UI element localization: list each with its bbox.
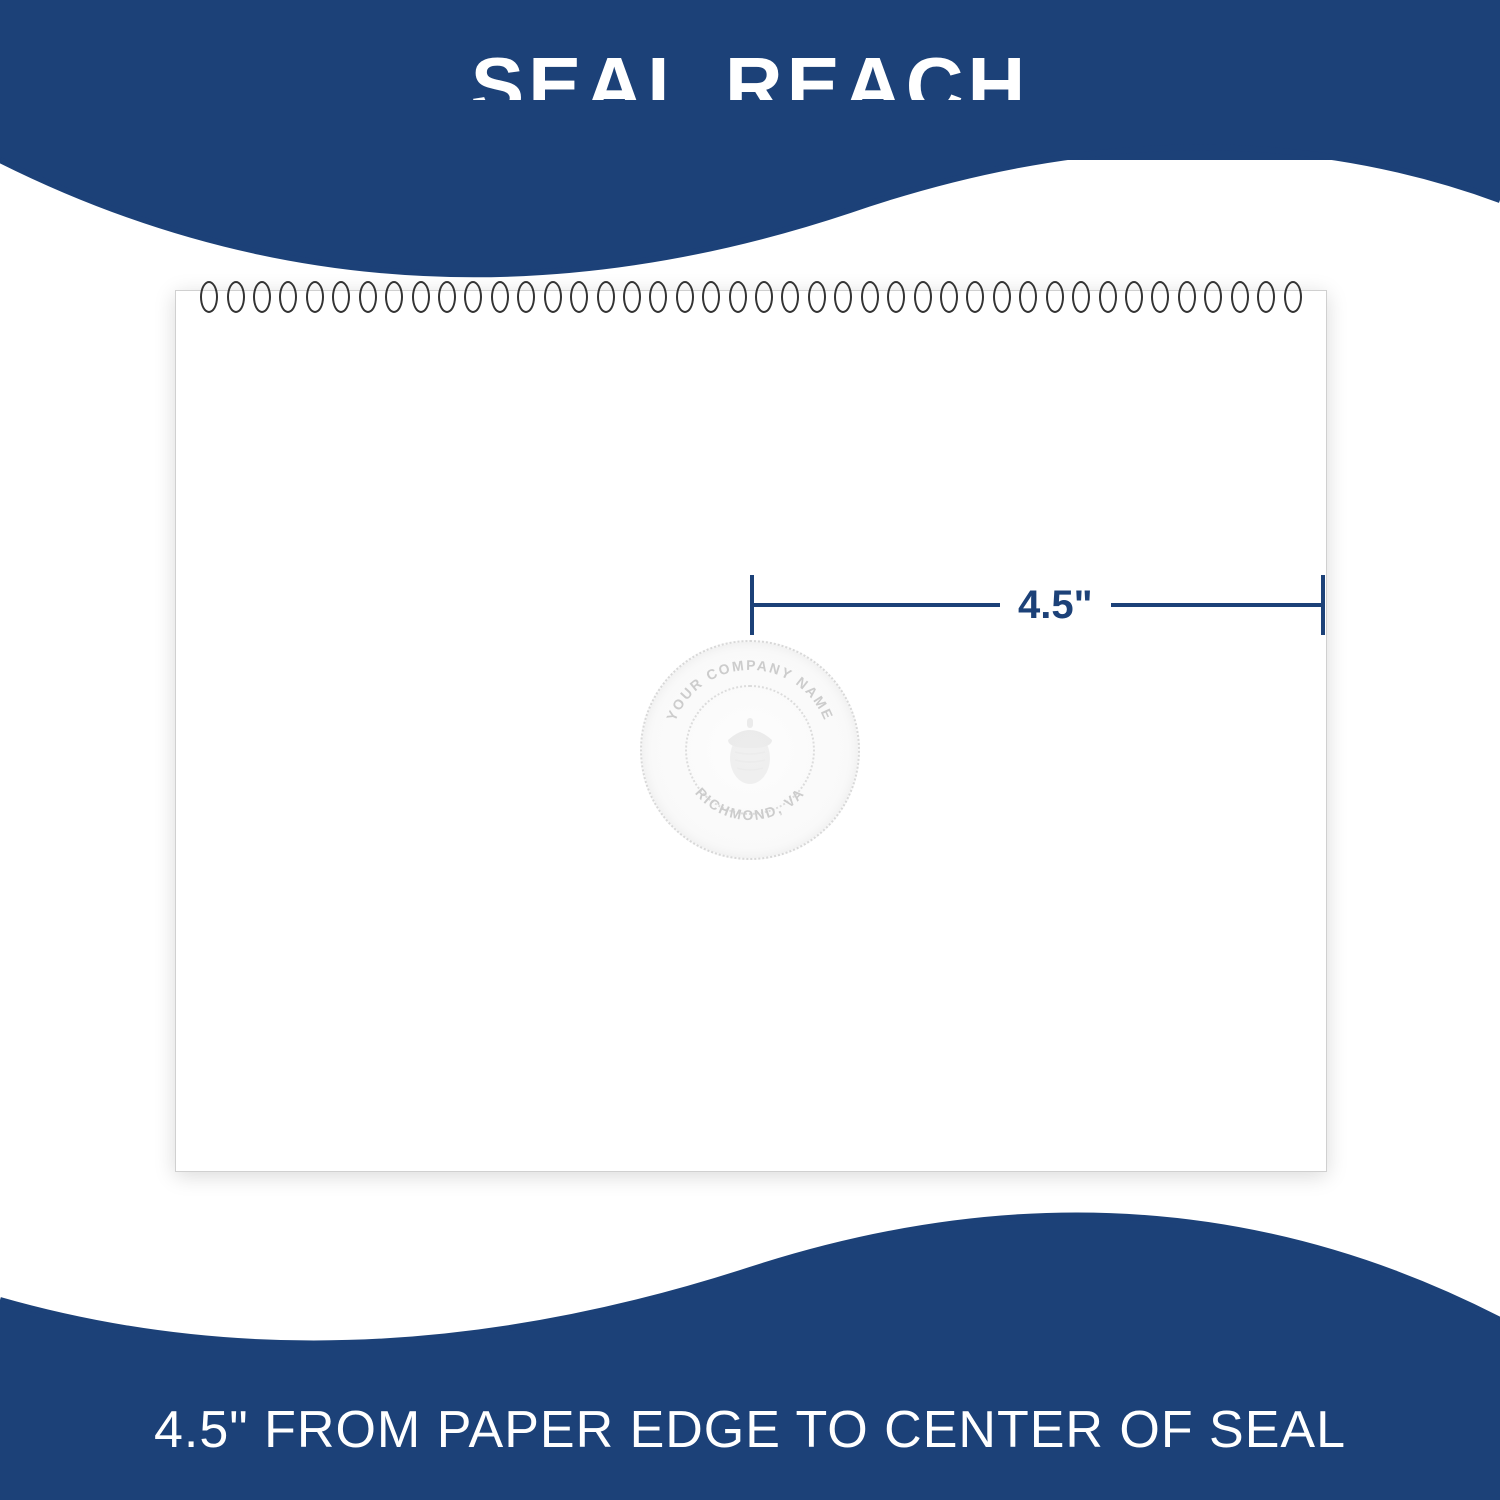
spiral-ring (1257, 281, 1275, 313)
infographic-container: SEAL REACH 4.5" YOUR COMPANY NAME RICHMO… (0, 0, 1500, 1500)
spiral-ring (993, 281, 1011, 313)
spiral-ring (702, 281, 720, 313)
spiral-ring (544, 281, 562, 313)
spiral-ring (966, 281, 984, 313)
spiral-ring (464, 281, 482, 313)
spiral-ring (834, 281, 852, 313)
spiral-ring (227, 281, 245, 313)
spiral-ring (887, 281, 905, 313)
spiral-ring (1099, 281, 1117, 313)
spiral-ring (676, 281, 694, 313)
spiral-ring (940, 281, 958, 313)
spiral-ring (1072, 281, 1090, 313)
header-title: SEAL REACH (471, 40, 1030, 132)
spiral-ring (385, 281, 403, 313)
spiral-ring (729, 281, 747, 313)
measure-tick-right (1321, 575, 1325, 635)
spiral-ring (1019, 281, 1037, 313)
spiral-ring (412, 281, 430, 313)
measure-label: 4.5" (1000, 579, 1111, 632)
spiral-ring (649, 281, 667, 313)
spiral-ring (438, 281, 456, 313)
spiral-ring (781, 281, 799, 313)
spiral-ring (914, 281, 932, 313)
spiral-ring (1046, 281, 1064, 313)
spiral-ring (570, 281, 588, 313)
spiral-ring (517, 281, 535, 313)
spiral-ring (306, 281, 324, 313)
spiral-ring (1178, 281, 1196, 313)
spiral-ring (1231, 281, 1249, 313)
spiral-ring (253, 281, 271, 313)
svg-text:RICHMOND, VA: RICHMOND, VA (692, 784, 807, 823)
spiral-ring (1204, 281, 1222, 313)
spiral-ring (808, 281, 826, 313)
spiral-ring (359, 281, 377, 313)
acorn-icon (710, 710, 790, 790)
spiral-ring (1125, 281, 1143, 313)
spiral-ring (1284, 281, 1302, 313)
spiral-ring (200, 281, 218, 313)
spiral-ring (597, 281, 615, 313)
spiral-ring (755, 281, 773, 313)
spiral-binding (196, 281, 1306, 311)
spiral-ring (623, 281, 641, 313)
spiral-ring (491, 281, 509, 313)
footer-text: 4.5" FROM PAPER EDGE TO CENTER OF SEAL (154, 1400, 1346, 1460)
seal-bottom-text: RICHMOND, VA (692, 784, 807, 823)
spiral-ring (332, 281, 350, 313)
spiral-ring (279, 281, 297, 313)
embossed-seal: YOUR COMPANY NAME RICHMOND, VA (640, 640, 860, 860)
measurement-indicator: 4.5" (750, 575, 1325, 635)
spiral-ring (1151, 281, 1169, 313)
spiral-ring (861, 281, 879, 313)
